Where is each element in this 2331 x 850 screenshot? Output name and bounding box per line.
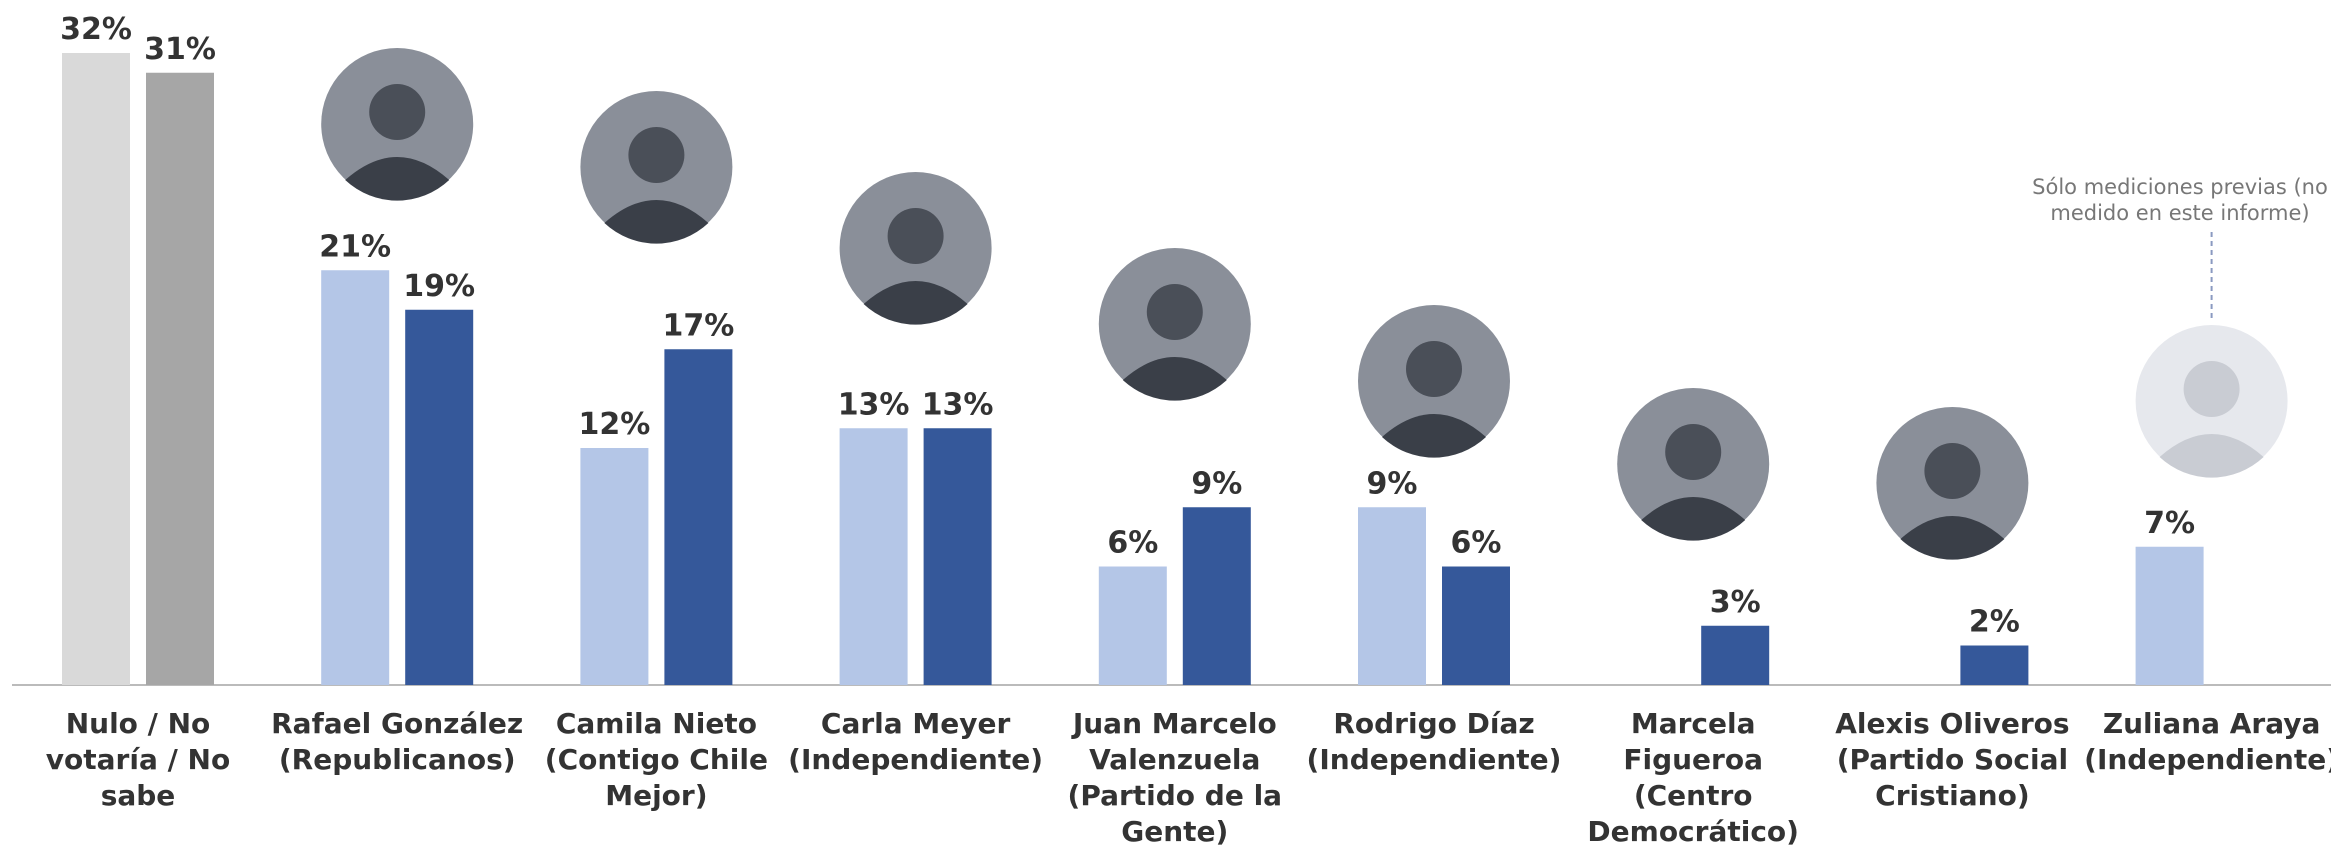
- category-label: Marcela Figueroa (Centro Democrático): [1587, 707, 1799, 848]
- photo-head: [1406, 341, 1462, 397]
- category-label: Juan Marcelo Valenzuela (Partido de la G…: [1067, 707, 1283, 848]
- bar: [2135, 546, 2204, 685]
- photo-head: [2183, 361, 2240, 417]
- category-label: Zuliana Araya (Independiente): [2084, 707, 2331, 776]
- bar: [923, 428, 992, 685]
- value-label: 2%: [1969, 605, 2020, 640]
- bar: [664, 349, 733, 685]
- bar: [580, 448, 649, 685]
- value-label: 31%: [144, 32, 216, 67]
- bar: [1358, 507, 1426, 685]
- photo-shoulders: [2159, 434, 2264, 478]
- bar: [1098, 566, 1167, 685]
- bar: [62, 53, 130, 685]
- photo-head: [1924, 443, 1981, 499]
- value-label: 17%: [662, 308, 734, 343]
- value-label: 6%: [1451, 526, 1502, 561]
- value-label: 3%: [1710, 585, 1761, 620]
- bar: [1701, 625, 1770, 685]
- photo-shoulders: [345, 157, 450, 201]
- value-label: 19%: [403, 269, 475, 304]
- bar: [405, 309, 474, 685]
- photo-head: [1146, 284, 1203, 340]
- photo-head: [369, 84, 426, 140]
- photo-head: [1665, 424, 1722, 480]
- photo-shoulders: [1900, 516, 2005, 560]
- category-label: Camila Nieto (Contigo Chile Mejor): [544, 707, 768, 812]
- value-label: 7%: [2144, 506, 2195, 541]
- value-label: 13%: [838, 387, 910, 422]
- value-label: 6%: [1107, 526, 1158, 561]
- photo-head: [628, 127, 685, 183]
- photo-shoulders: [1122, 357, 1227, 401]
- value-label: 12%: [578, 407, 650, 442]
- photo-shoulders: [1382, 414, 1486, 458]
- bar: [839, 428, 908, 685]
- value-label: 32%: [60, 12, 132, 47]
- photo-shoulders: [863, 281, 968, 325]
- value-label: 21%: [319, 229, 391, 264]
- category-label: Carla Meyer (Independiente): [788, 707, 1044, 776]
- value-label: 9%: [1367, 466, 1418, 501]
- photo-shoulders: [604, 200, 709, 244]
- bar: [1442, 566, 1510, 685]
- category-label: Rodrigo Díaz (Independiente): [1306, 707, 1562, 776]
- photo-head: [887, 208, 944, 264]
- annotation: Sólo mediciones previas (no medido en es…: [2032, 175, 2328, 225]
- bar: [1182, 507, 1251, 685]
- value-label: 9%: [1191, 466, 1242, 501]
- category-label: Rafael González (Republicanos): [271, 707, 524, 776]
- bar: [321, 270, 390, 685]
- category-label: Nulo / No votaría / No sabe: [45, 707, 231, 812]
- category-label: Alexis Oliveros (Partido Social Cristian…: [1835, 707, 2070, 812]
- bar: [146, 72, 214, 685]
- bar: [1960, 645, 2029, 685]
- value-label: 13%: [922, 387, 994, 422]
- photo-shoulders: [1641, 497, 1746, 541]
